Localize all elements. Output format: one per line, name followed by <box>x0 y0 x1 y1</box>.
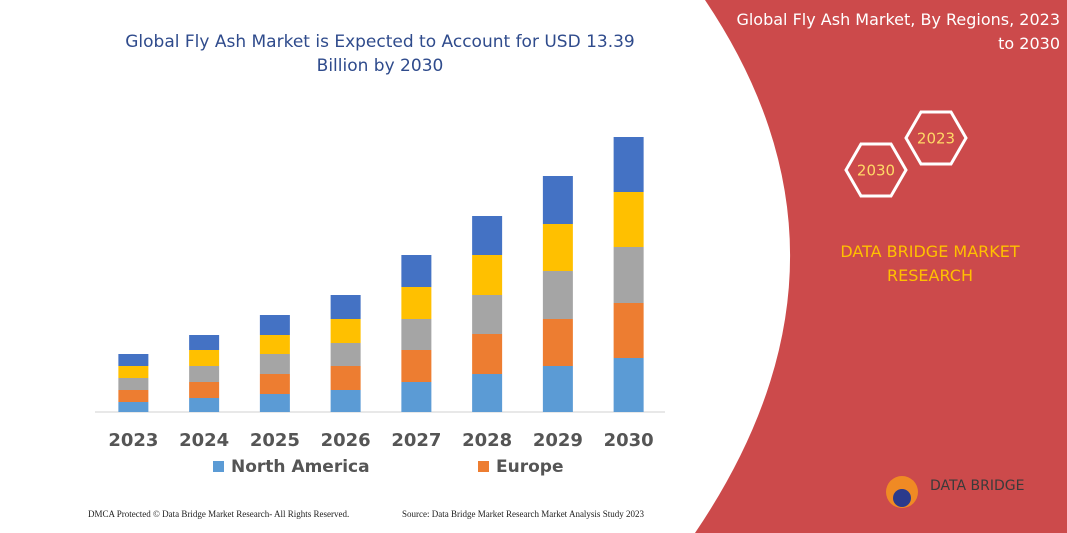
footer-right: Source: Data Bridge Market Research Mark… <box>402 509 644 519</box>
bar-segment <box>472 374 503 412</box>
bar-segment <box>189 350 220 366</box>
bar-segment <box>259 394 290 412</box>
bar-segment <box>542 366 573 412</box>
logo-mark <box>893 489 911 507</box>
legend-swatch <box>213 461 224 472</box>
x-tick-label: 2029 <box>533 430 583 451</box>
panel-title: Global Fly Ash Market, By Regions, 2023 … <box>736 10 1060 53</box>
brand-box: DATA BRIDGE MARKET RESEARCH <box>840 242 1020 285</box>
brand: DATA BRIDGE MARKET RESEARCH <box>840 242 1020 285</box>
x-tick-label: 2028 <box>462 430 512 451</box>
bar-segment <box>330 390 361 412</box>
footer-left: DMCA Protected © Data Bridge Market Rese… <box>88 509 349 519</box>
red-panel <box>695 0 1067 533</box>
panel-title-box: Global Fly Ash Market, By Regions, 2023 … <box>736 10 1060 53</box>
hex-label: 2023 <box>917 130 955 148</box>
bar-segment <box>189 335 220 350</box>
bar-segment <box>189 398 220 412</box>
chart-title: Global Fly Ash Market is Expected to Acc… <box>125 32 635 76</box>
bar-segment <box>118 402 149 412</box>
bar-segment <box>330 343 361 366</box>
bar-segment <box>472 216 503 255</box>
bar-segment <box>613 303 644 358</box>
bar-segment <box>189 382 220 398</box>
bar-segment <box>401 287 432 319</box>
bar-segment <box>259 315 290 335</box>
bar-segment <box>118 366 149 378</box>
x-tick-label: 2025 <box>250 430 300 451</box>
x-tick-label: 2026 <box>321 430 371 451</box>
hexagon <box>904 110 968 166</box>
bar-segment <box>259 374 290 394</box>
legend-label: North America <box>231 457 370 477</box>
hex-label: 2030 <box>857 162 895 180</box>
bar-segment <box>472 295 503 334</box>
bar-segment <box>542 271 573 319</box>
bar-segment <box>330 366 361 390</box>
bar-segment <box>118 390 149 402</box>
bar-segment <box>401 255 432 287</box>
bar-segment <box>330 295 361 319</box>
bar-segment <box>118 354 149 366</box>
hexagon <box>844 142 908 198</box>
bar-segment <box>401 319 432 350</box>
bar-segment <box>401 350 432 382</box>
bar-segment <box>542 319 573 366</box>
bar-segment <box>189 366 220 382</box>
bar-segment <box>259 354 290 374</box>
bar-segment <box>472 334 503 374</box>
bar-segment <box>613 137 644 192</box>
bar-segment <box>401 382 432 412</box>
bar-segment <box>613 247 644 303</box>
bar-segment <box>613 358 644 412</box>
x-tick-label: 2027 <box>391 430 441 451</box>
legend-swatch <box>478 461 489 472</box>
x-tick-label: 2024 <box>179 430 229 451</box>
bar-segment <box>259 335 290 354</box>
x-tick-label: 2030 <box>604 430 654 451</box>
bar-segment <box>118 378 149 390</box>
logo-text: DATA BRIDGE <box>930 478 1024 494</box>
bar-segment <box>542 224 573 271</box>
plot: 2023 2024 2025 2026 2027 2028 2029 2030 North Am… <box>108 137 654 477</box>
title-box: Global Fly Ash Market is Expected to Acc… <box>125 32 635 76</box>
bar-segment <box>472 255 503 295</box>
bar-segment <box>330 319 361 343</box>
bar-segment <box>613 192 644 247</box>
x-tick-label: 2023 <box>108 430 158 451</box>
bar-segment <box>542 176 573 224</box>
legend-label: Europe <box>496 457 563 477</box>
